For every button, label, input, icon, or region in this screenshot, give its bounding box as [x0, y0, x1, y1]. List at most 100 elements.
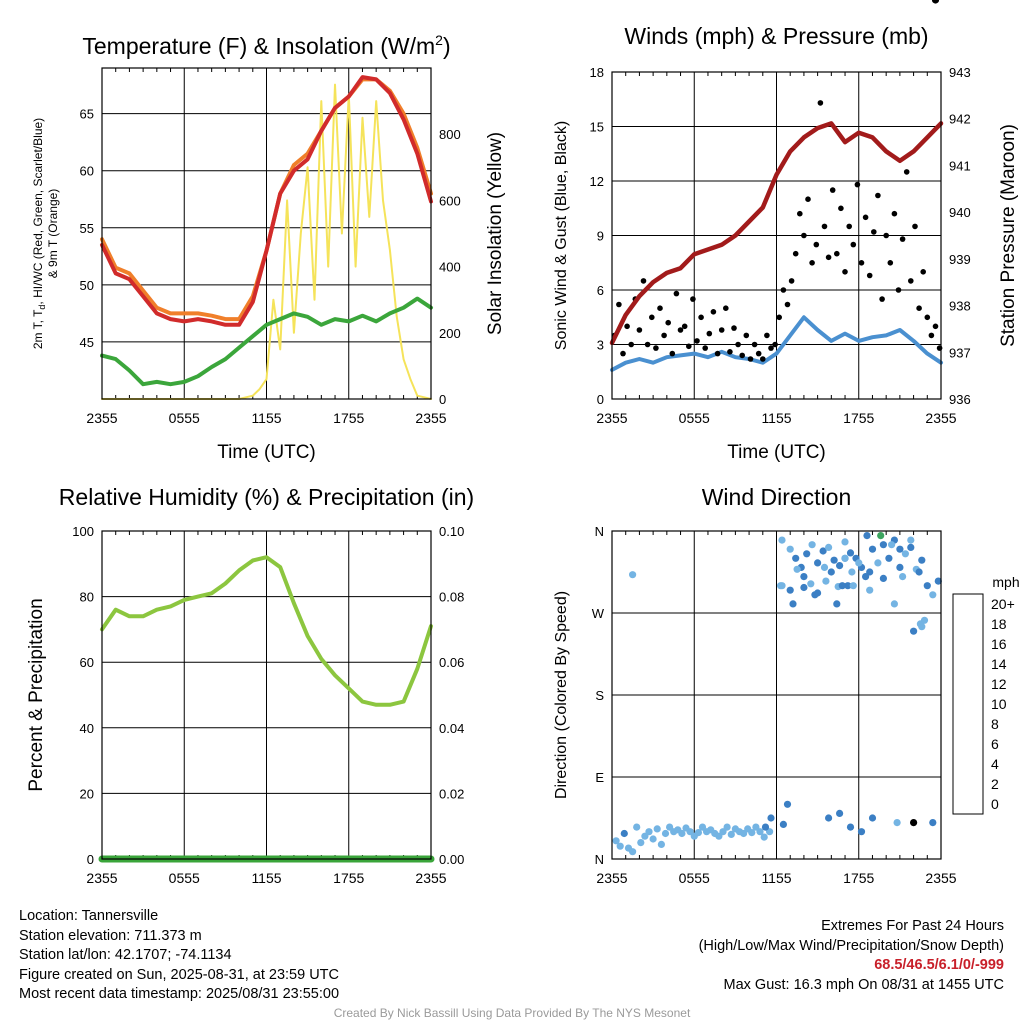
- colorbar-tick-label: 12: [991, 676, 1007, 692]
- gust-point: [620, 350, 626, 357]
- direction-point: [888, 541, 896, 549]
- y-tick-label-right: 938: [949, 299, 971, 314]
- direction-point: [803, 550, 811, 558]
- x-tick-label: 2355: [596, 410, 627, 426]
- gust-point: [866, 272, 873, 279]
- gust-point: [755, 350, 762, 357]
- panel-2-ylabel-right: Station Pressure (Maroon): [998, 124, 1019, 347]
- direction-point: [761, 823, 770, 831]
- direction-point: [836, 809, 844, 818]
- gust-point: [846, 223, 852, 230]
- direction-point: [629, 571, 637, 579]
- direction-point: [849, 582, 857, 590]
- y-tick-label-left: 50: [80, 278, 94, 293]
- direction-point: [756, 828, 764, 836]
- x-tick-label: 1155: [251, 870, 281, 886]
- colorbar-label: mph: [992, 574, 1019, 590]
- direction-point: [841, 538, 849, 546]
- y-tick-label-left: 18: [590, 65, 604, 80]
- gust-point: [772, 341, 778, 348]
- panel-3-title: Relative Humidity (%) & Precipitation (i…: [59, 484, 474, 510]
- panel-3-frame: [115, 531, 418, 859]
- direction-point: [841, 554, 849, 562]
- recent-timestamp: Most recent data timestamp: 2025/08/31 2…: [19, 986, 340, 1002]
- gust-point: [616, 301, 622, 308]
- colorbar-tick-label: 8: [991, 716, 999, 732]
- gust-point: [842, 269, 848, 275]
- y-tick-label-right: 943: [949, 65, 971, 80]
- direction-point: [719, 828, 727, 836]
- panel-4-title: Wind Direction: [702, 484, 852, 510]
- gust-point: [665, 319, 671, 326]
- y-tick-label-left: E: [595, 770, 604, 785]
- temperature-line: [100, 296, 433, 387]
- direction-point: [723, 823, 731, 831]
- gust-point: [669, 350, 676, 357]
- gust-point: [829, 187, 836, 193]
- direction-point: [767, 814, 775, 822]
- y-tick-label-right: 942: [949, 112, 971, 127]
- direction-point: [877, 532, 885, 540]
- gust-point: [788, 278, 795, 284]
- direction-point: [836, 562, 844, 570]
- colorbar-tick-label: 18: [991, 616, 1007, 632]
- y-tick-label-right: 400: [439, 260, 461, 275]
- gust-point: [920, 269, 926, 275]
- direction-point: [920, 616, 929, 624]
- gust-point: [718, 327, 725, 333]
- gust-point: [817, 100, 824, 106]
- y-tick-label-left: 15: [590, 120, 604, 135]
- y-tick-label-left: 9: [597, 229, 604, 244]
- gust-point: [677, 327, 684, 333]
- direction-point: [846, 823, 855, 831]
- y-tick-label-left: W: [592, 606, 605, 621]
- gust-point: [801, 232, 807, 239]
- direction-point: [833, 600, 841, 608]
- gust-point: [825, 254, 832, 261]
- direction-point: [923, 582, 931, 590]
- gust-point: [871, 229, 877, 235]
- direction-point: [907, 543, 915, 552]
- figure-created: Figure created on Sun, 2025-08-31, at 23…: [19, 966, 339, 983]
- x-tick-label: 0555: [169, 410, 200, 426]
- direction-point: [778, 536, 786, 544]
- direction-point: [820, 563, 829, 572]
- y-tick-label-left: 0: [597, 392, 604, 407]
- panel-1-frame: [115, 68, 418, 399]
- x-tick-label: 2355: [925, 410, 956, 426]
- y-tick-label-right: 936: [949, 392, 971, 407]
- gust-point: [776, 314, 782, 321]
- x-tick-label: 1755: [843, 410, 874, 426]
- extremes-panel: Extremes For Past 24 Hours (High/Low/Max…: [699, 917, 1004, 995]
- y-tick-label-left: S: [595, 688, 604, 703]
- direction-point: [793, 565, 801, 573]
- gust-point: [895, 287, 902, 293]
- y-tick-label-right: 0.02: [439, 786, 464, 801]
- direction-point: [896, 545, 904, 553]
- direction-point: [657, 840, 666, 849]
- y-tick-label-right: 0.10: [439, 524, 464, 539]
- x-tick-label: 2355: [86, 410, 117, 426]
- gust-point: [731, 325, 737, 331]
- direction-point: [789, 600, 797, 608]
- direction-point: [862, 573, 870, 581]
- gust-point: [887, 260, 894, 266]
- x-tick-label: 1155: [761, 410, 791, 426]
- direction-point: [792, 554, 800, 562]
- gust-point: [875, 192, 881, 199]
- panel-3-ylabel-left: Percent & Precipitation: [26, 598, 47, 791]
- gust-point: [854, 181, 861, 188]
- y-tick-label-left: 0: [87, 852, 94, 867]
- direction-point: [637, 839, 645, 847]
- gust-point: [702, 345, 708, 351]
- y-tick-label-left: 40: [80, 721, 94, 736]
- gust-point: [891, 210, 898, 217]
- direction-point: [825, 814, 833, 822]
- direction-point: [830, 556, 838, 564]
- panel-2-ylabel-left: Sonic Wind & Gust (Blue, Black): [553, 121, 570, 350]
- direction-point: [752, 823, 760, 831]
- direction-point: [874, 559, 882, 567]
- direction-point: [929, 591, 937, 599]
- gust-point: [834, 250, 840, 257]
- direction-point: [786, 586, 794, 594]
